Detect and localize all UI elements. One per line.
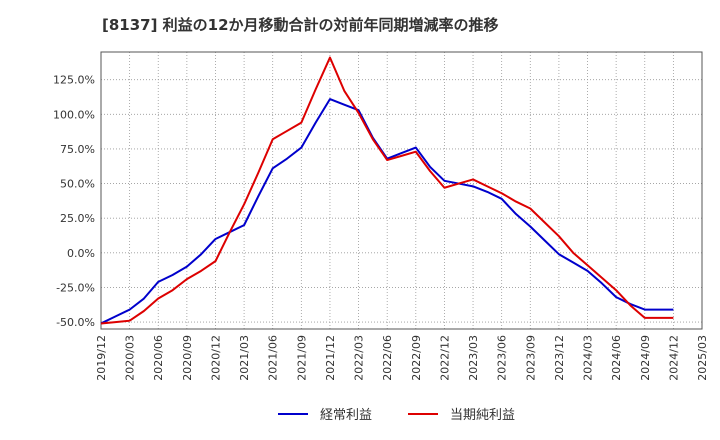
- x-axis-ticks: 2019/12 2020/03 2020/06 2020/09 2020/12 2021/…: [95, 335, 709, 381]
- x-tick-label: 2020/06: [152, 335, 165, 381]
- x-tick-label: 2023/06: [496, 335, 509, 381]
- y-tick-label: 100.0%: [53, 108, 95, 121]
- x-tick-label: 2021/12: [324, 335, 337, 381]
- series-line-2: [100, 56, 674, 325]
- x-tick-label: 2022/06: [381, 335, 394, 381]
- x-tick-label: 2021/03: [238, 335, 251, 381]
- legend-label-2: 当期純利益: [450, 408, 515, 423]
- plot-area-frame: [100, 51, 703, 330]
- x-tick-label: 2023/12: [553, 335, 566, 381]
- x-tick-label: 2021/06: [267, 335, 280, 381]
- y-tick-label: 50.0%: [60, 178, 95, 191]
- x-tick-label: 2020/03: [124, 335, 137, 381]
- x-tick-label: 2023/09: [524, 335, 537, 381]
- y-tick-label: 25.0%: [60, 212, 95, 225]
- horizontal-grid: [101, 79, 702, 323]
- y-tick-label: -50.0%: [56, 316, 95, 329]
- legend-label-1: 経常利益: [320, 408, 372, 423]
- series-lines: [100, 56, 674, 325]
- x-tick-label: 2024/06: [610, 335, 623, 381]
- x-tick-label: 2021/09: [295, 335, 308, 381]
- y-tick-label: 75.0%: [60, 143, 95, 156]
- x-tick-label: 2025/03: [696, 335, 709, 381]
- x-tick-label: 2022/03: [353, 335, 366, 381]
- x-tick-label: 2023/03: [467, 335, 480, 381]
- chart-title: [8137] 利益の12か月移動合計の対前年同期増減率の推移: [102, 16, 499, 34]
- y-axis-ticks: -50.0% -25.0% 0.0% 25.0% 50.0% 75.0% 100.0% 125…: [53, 74, 95, 329]
- legend: 経常利益 当期純利益: [278, 408, 515, 423]
- x-tick-label: 2024/12: [667, 335, 680, 381]
- x-tick-label: 2020/09: [181, 335, 194, 381]
- x-tick-label: 2019/12: [95, 335, 108, 381]
- x-tick-label: 2020/12: [209, 335, 222, 381]
- x-tick-label: 2022/12: [438, 335, 451, 381]
- y-tick-label: 125.0%: [53, 74, 95, 87]
- x-tick-label: 2024/03: [582, 335, 595, 381]
- x-tick-label: 2024/09: [639, 335, 652, 381]
- x-tick-label: 2022/09: [410, 335, 423, 381]
- y-tick-label: -25.0%: [56, 281, 95, 294]
- y-tick-label: 0.0%: [67, 247, 95, 260]
